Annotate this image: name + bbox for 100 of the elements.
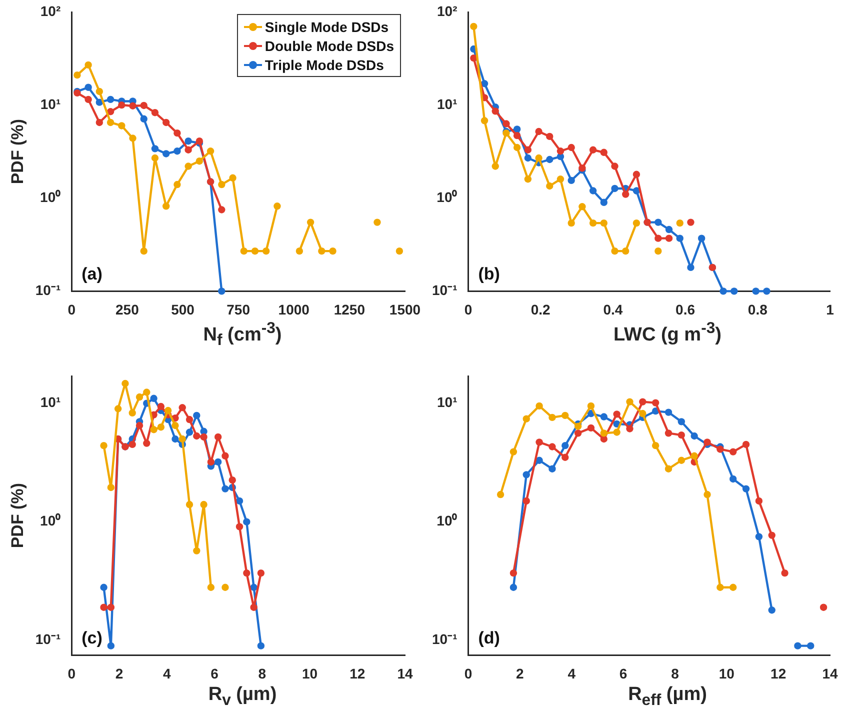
point	[207, 584, 215, 591]
point	[632, 219, 640, 227]
point	[143, 388, 150, 396]
point	[562, 442, 569, 450]
point	[556, 148, 564, 155]
point	[664, 408, 672, 416]
point	[546, 156, 554, 164]
y-tick-label: 10⁰	[40, 512, 61, 529]
point	[480, 117, 488, 124]
point	[470, 22, 478, 30]
annotation: (d)	[478, 628, 500, 648]
x-tick-label: 250	[116, 301, 140, 318]
point	[639, 410, 646, 418]
point	[730, 584, 737, 591]
point	[548, 414, 556, 422]
point	[676, 234, 684, 242]
point	[578, 203, 586, 210]
point	[794, 642, 802, 650]
point	[157, 402, 165, 410]
point	[128, 409, 136, 417]
point	[193, 547, 200, 554]
y-tick-label: 10⁻¹	[432, 282, 458, 298]
point	[546, 132, 554, 140]
point	[257, 569, 265, 577]
point	[742, 440, 750, 448]
point	[174, 180, 181, 188]
point	[150, 426, 158, 434]
point	[665, 226, 673, 234]
point	[665, 234, 673, 242]
point	[626, 425, 634, 432]
point	[172, 435, 179, 443]
point	[174, 148, 181, 155]
point	[524, 146, 532, 154]
point	[257, 642, 265, 650]
point	[492, 108, 499, 115]
x-tick-label: 6	[210, 665, 219, 682]
point	[240, 247, 248, 255]
point	[730, 475, 737, 483]
point	[730, 288, 738, 295]
x-tick-label: 1	[826, 301, 834, 318]
point	[574, 422, 582, 430]
point	[162, 118, 170, 126]
point	[600, 435, 608, 443]
point	[250, 604, 258, 611]
point	[678, 418, 686, 426]
x-tick-label: 1000	[278, 301, 310, 318]
x-tick-label: 14	[397, 665, 413, 682]
point	[510, 448, 518, 456]
point	[96, 118, 104, 126]
point	[502, 120, 510, 128]
point	[687, 264, 694, 272]
point	[513, 126, 521, 133]
point	[118, 101, 126, 109]
point	[510, 569, 518, 577]
point	[613, 428, 620, 436]
point	[236, 523, 244, 530]
x-tick-label: 0.8	[748, 301, 768, 318]
y-tick-label: 10⁰	[436, 512, 458, 529]
point	[218, 206, 226, 214]
point	[574, 430, 582, 437]
point	[222, 485, 229, 492]
point	[206, 148, 214, 155]
point	[763, 288, 770, 295]
point	[589, 187, 597, 194]
point	[214, 458, 222, 466]
y-axis-title: PDF (%)	[8, 119, 27, 184]
point	[522, 415, 530, 422]
point	[622, 247, 630, 255]
point	[654, 247, 662, 255]
point	[690, 452, 698, 460]
point	[140, 102, 148, 110]
x-tick-label: 8	[671, 665, 680, 682]
point	[136, 393, 144, 401]
point	[128, 440, 136, 448]
y-tick-label: 10⁻¹	[35, 282, 61, 298]
x-tick-label: 14	[822, 665, 838, 682]
point	[568, 219, 575, 227]
point	[100, 442, 108, 450]
x-tick-label: 8	[258, 665, 266, 682]
x-tick-label: 1250	[334, 301, 366, 318]
point	[568, 176, 575, 184]
point	[652, 399, 660, 406]
point	[107, 604, 115, 611]
point	[318, 247, 326, 255]
point	[600, 219, 608, 227]
point	[600, 198, 608, 206]
point	[329, 247, 336, 255]
point	[157, 424, 165, 431]
point	[122, 380, 129, 388]
legend-label: Single Mode DSDs	[264, 18, 389, 34]
point	[262, 247, 270, 255]
point	[151, 154, 159, 162]
point	[587, 402, 595, 410]
point	[129, 134, 136, 142]
point	[664, 430, 672, 437]
point	[664, 465, 672, 472]
point	[562, 412, 569, 420]
point	[678, 431, 686, 439]
point	[186, 416, 194, 424]
point	[639, 398, 646, 406]
